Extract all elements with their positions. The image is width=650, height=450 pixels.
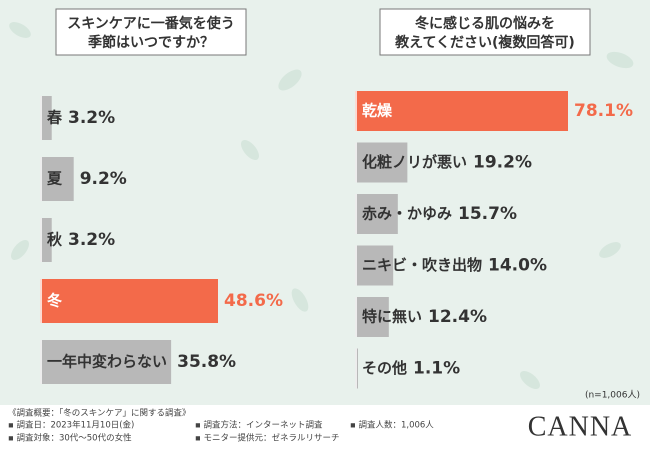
footer <box>0 405 650 450</box>
background <box>0 0 650 405</box>
note: ▪ 調査人数：1,006人 <box>350 420 434 431</box>
category-label: 赤み・かゆみ <box>362 205 452 223</box>
category-label: 乾燥 <box>362 102 393 120</box>
bar <box>40 218 52 262</box>
value-label: 3.2% <box>68 108 115 128</box>
note: ▪ 調査日：2023年11月10日(金) <box>8 420 134 431</box>
chart-title: 教えてください(複数回答可) <box>395 34 575 51</box>
value-label: 1.1% <box>413 359 460 379</box>
leaf-pattern <box>9 22 634 389</box>
category-label: ニキビ・吹き出物 <box>362 256 482 274</box>
title-box <box>55 8 247 56</box>
brand: CANNA <box>528 411 633 442</box>
value-label: 3.2% <box>68 230 115 250</box>
bar <box>40 96 52 140</box>
value-label: 19.2% <box>473 153 532 173</box>
category-label: 冬 <box>47 292 62 310</box>
value-label: 14.0% <box>488 256 547 276</box>
category-label: 化粧ノリが悪い <box>362 153 467 171</box>
chart-title: 季節はいつですか？ <box>87 34 214 51</box>
category-label: 夏 <box>46 170 63 188</box>
note: ▪ 調査対象：30代〜50代の女性 <box>8 433 132 444</box>
bar <box>40 340 172 384</box>
sample-note: (n=1,006人) <box>585 390 640 401</box>
note: ▪ モニター提供元：ゼネラルリサーチ <box>195 433 339 444</box>
chart-title: 冬に感じる肌の悩みを <box>415 15 555 32</box>
category-label: 春 <box>47 109 62 127</box>
value-label: 12.4% <box>428 307 487 327</box>
bar <box>355 245 394 286</box>
value-label: 15.7% <box>458 204 517 224</box>
category-label: 秋 <box>47 231 63 249</box>
bar <box>355 194 398 234</box>
value-label: 78.1% <box>574 101 633 121</box>
bar <box>355 297 389 337</box>
bar <box>40 279 218 323</box>
bar <box>355 142 408 183</box>
value-label: 48.6% <box>224 291 283 311</box>
category-label: 一年中変わらない <box>47 353 167 371</box>
value-label: 35.8% <box>177 352 236 372</box>
note: 《調査概要：「冬のスキンケア」に関する調査》 <box>8 408 191 419</box>
category-label: その他 <box>362 359 407 377</box>
value-label: 9.2% <box>80 169 127 189</box>
note: ▪ 調査方法：インターネット調査 <box>195 420 323 431</box>
title-box <box>379 8 591 56</box>
bar <box>40 157 74 201</box>
chart-title: スキンケアに一番気を使う <box>67 15 235 32</box>
bar <box>355 91 568 131</box>
category-label: 特に無い <box>362 308 422 326</box>
